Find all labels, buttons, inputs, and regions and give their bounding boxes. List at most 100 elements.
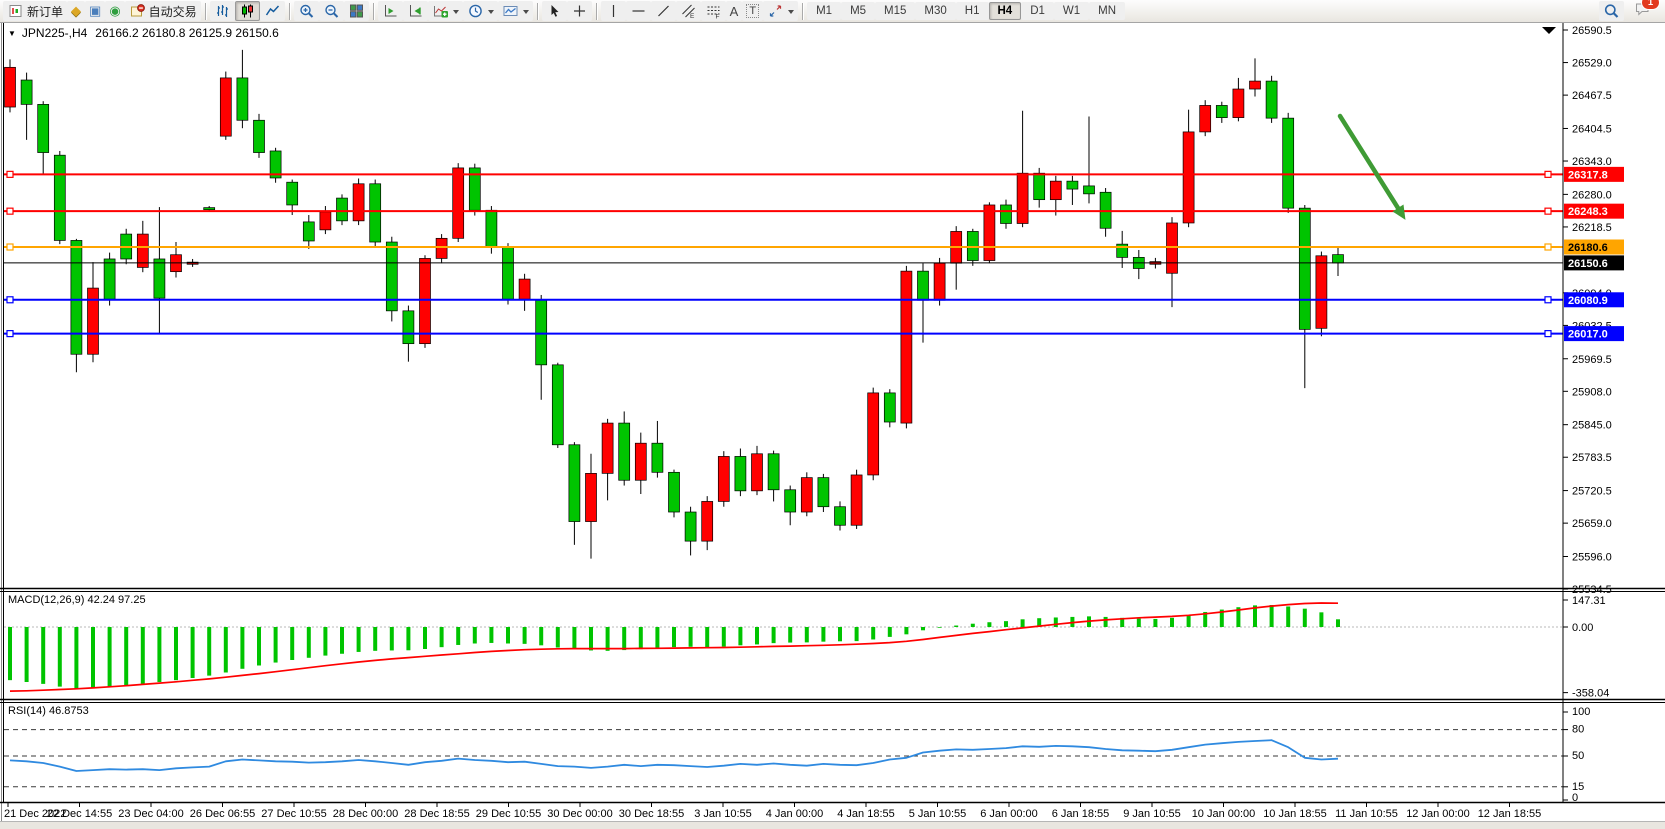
svg-text:26590.5: 26590.5 xyxy=(1572,25,1612,37)
line-handle xyxy=(6,207,14,215)
chart-title: ▼ JPN225-,H4 26166.2 26180.8 26125.9 261… xyxy=(8,26,279,40)
candle-chart-mode-button[interactable] xyxy=(234,1,260,21)
svg-text:50: 50 xyxy=(1572,750,1584,762)
indicators-button[interactable]: ◆ xyxy=(67,1,86,21)
separator xyxy=(536,2,538,20)
search-button[interactable] xyxy=(1599,1,1624,21)
line-handle xyxy=(1544,170,1552,178)
candlestick-chart-icon xyxy=(241,4,253,18)
tile-windows-button[interactable] xyxy=(343,1,369,21)
chart-symbol-period: JPN225-,H4 xyxy=(21,26,88,40)
toolbar-right-group: 1 xyxy=(1599,0,1660,22)
timeframe-mn-button[interactable]: MN xyxy=(1089,2,1126,20)
terminal-button[interactable]: ▣ xyxy=(85,1,106,21)
svg-text:F: F xyxy=(715,14,719,20)
svg-text:22 Dec 14:55: 22 Dec 14:55 xyxy=(47,808,112,820)
timeframe-m1-button[interactable]: M1 xyxy=(807,2,842,20)
line-handle xyxy=(1544,296,1552,304)
svg-text:E: E xyxy=(690,13,695,19)
svg-text:26017.0: 26017.0 xyxy=(1568,329,1608,341)
new-chart-icon xyxy=(433,6,448,18)
autotrade-icon xyxy=(130,4,145,17)
signal-button[interactable]: ◉ xyxy=(105,1,125,21)
template-button[interactable] xyxy=(497,1,533,21)
svg-text:26150.6: 26150.6 xyxy=(1568,258,1608,270)
svg-text:26080.9: 26080.9 xyxy=(1568,295,1608,307)
svg-text:25908.0: 25908.0 xyxy=(1572,386,1612,398)
svg-text:25659.0: 25659.0 xyxy=(1572,518,1612,530)
timeframe-w1-button[interactable]: W1 xyxy=(1053,2,1090,20)
svg-text:28 Dec 00:00: 28 Dec 00:00 xyxy=(333,808,398,820)
zoom-in-button[interactable] xyxy=(293,1,319,21)
svg-text:26317.8: 26317.8 xyxy=(1568,169,1608,181)
cursor-tool-button[interactable] xyxy=(541,1,567,21)
signal-icon: ◉ xyxy=(109,3,121,18)
new-order-button[interactable]: 新订单 xyxy=(3,1,68,21)
svg-text:29 Dec 10:55: 29 Dec 10:55 xyxy=(476,808,541,820)
svg-text:23 Dec 04:00: 23 Dec 04:00 xyxy=(118,808,183,820)
zoom-out-button[interactable] xyxy=(318,1,344,21)
new-chart-button[interactable] xyxy=(427,1,463,21)
zoom-out-icon xyxy=(324,4,338,18)
notifications-button[interactable]: 1 xyxy=(1634,0,1660,22)
svg-text:25534.5: 25534.5 xyxy=(1572,584,1612,596)
timeframe-d1-button[interactable]: D1 xyxy=(1021,2,1054,20)
template-icon xyxy=(503,6,518,16)
svg-text:26404.5: 26404.5 xyxy=(1572,123,1612,135)
timeframe-m5-button[interactable]: M5 xyxy=(841,2,876,20)
svg-text:26218.5: 26218.5 xyxy=(1572,222,1612,234)
text-label-tool-icon: T xyxy=(746,4,760,18)
vertical-line-tool-button[interactable] xyxy=(600,1,626,21)
line-handle xyxy=(6,296,14,304)
macd-indicator-label: MACD(12,26,9) 42.24 97.25 xyxy=(8,594,146,606)
trendline-icon xyxy=(657,5,669,17)
horizontal-line-tool-button[interactable] xyxy=(625,1,651,21)
dropdown-caret-icon xyxy=(452,9,459,17)
timeframe-m30-button[interactable]: M30 xyxy=(915,2,956,20)
autotrade-button[interactable]: 自动交易 xyxy=(124,1,201,21)
svg-text:26180.6: 26180.6 xyxy=(1568,242,1608,254)
crosshair-icon xyxy=(573,5,585,17)
fibonacci-tool-button[interactable]: F xyxy=(700,1,726,21)
search-icon xyxy=(1604,4,1619,18)
timeframe-h1-button[interactable]: H1 xyxy=(955,2,989,20)
rsi-line xyxy=(9,739,1339,772)
svg-text:147.31: 147.31 xyxy=(1572,595,1606,607)
channel-tool-button[interactable]: E xyxy=(675,1,701,21)
chart-shift-icon xyxy=(409,5,422,17)
svg-text:3 Jan 10:55: 3 Jan 10:55 xyxy=(694,808,752,820)
svg-text:100: 100 xyxy=(1572,706,1590,718)
auto-scroll-button[interactable] xyxy=(377,1,403,21)
indicator-diamond-icon: ◆ xyxy=(71,3,82,18)
timeframe-group: M1 M5 M15 M30 H1 H4 D1 W1 MN xyxy=(807,2,1126,20)
text-tool-button[interactable]: A xyxy=(725,1,743,21)
text-label-tool-button[interactable]: T xyxy=(742,1,764,21)
macd-signal-line xyxy=(9,602,1339,692)
trendline-tool-button[interactable] xyxy=(650,1,676,21)
timeframe-m15-button[interactable]: M15 xyxy=(875,2,916,20)
timeframe-h4-button[interactable]: H4 xyxy=(988,2,1022,20)
arrows-tool-button[interactable] xyxy=(763,1,799,21)
window-bottom-strip xyxy=(0,822,1665,829)
horizontal-lines-layer[interactable]: 26317.8 26248.3 26180.6 26150.6 26080.9 26017… xyxy=(4,166,1624,342)
clock-icon xyxy=(468,4,482,18)
line-chart-mode-button[interactable] xyxy=(259,1,285,21)
svg-text:12 Jan 00:00: 12 Jan 00:00 xyxy=(1406,808,1470,820)
chart-shift-button[interactable] xyxy=(402,1,428,21)
trend-arrow-annotation[interactable] xyxy=(1337,113,1406,220)
crosshair-tool-button[interactable] xyxy=(566,1,592,21)
scroll-end-marker[interactable] xyxy=(1542,27,1556,34)
svg-text:0: 0 xyxy=(1572,792,1578,804)
chart-menu-icon[interactable]: ▼ xyxy=(8,28,16,38)
svg-text:0.00: 0.00 xyxy=(1572,622,1593,634)
line-handle xyxy=(6,170,14,178)
svg-text:25720.5: 25720.5 xyxy=(1572,486,1612,498)
period-clock-button[interactable] xyxy=(462,1,498,21)
svg-text:26343.0: 26343.0 xyxy=(1572,156,1612,168)
svg-text:4 Jan 18:55: 4 Jan 18:55 xyxy=(837,808,895,820)
bar-chart-mode-button[interactable] xyxy=(209,1,235,21)
svg-text:25596.0: 25596.0 xyxy=(1572,551,1612,563)
